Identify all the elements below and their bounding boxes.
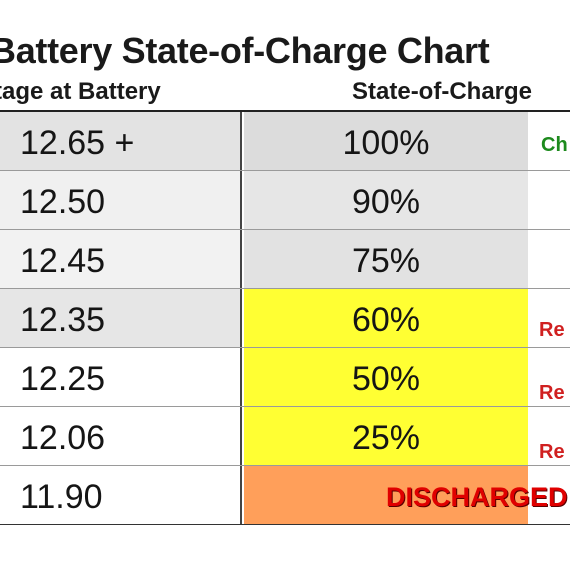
table-row: 12.35 60% Re — [0, 289, 570, 348]
voltage-value: 12.65 + — [20, 124, 135, 162]
voltage-value: 12.25 — [20, 360, 106, 398]
voltage-cell: 12.45 — [0, 230, 242, 288]
voltage-cell: 12.06 — [0, 407, 242, 465]
table-row: 12.06 25% Re — [0, 407, 570, 466]
voltage-cell: 12.35 — [0, 289, 242, 347]
voltage-value: 12.06 — [20, 419, 106, 457]
voltage-cell: 12.25 — [0, 348, 242, 406]
table-row: 11.90 DISCHARGED — [0, 466, 570, 524]
soc-value: 25% — [351, 419, 421, 457]
soc-cell: 50% — [244, 348, 528, 406]
voltage-value: 12.50 — [20, 183, 106, 221]
soc-cell: 25% — [244, 407, 528, 465]
row-note: Ch — [541, 134, 568, 156]
voltage-cell: 12.65 + — [0, 112, 242, 170]
soc-cell: 75% — [244, 230, 528, 288]
soc-value: 50% — [351, 360, 421, 398]
row-note: Re — [539, 441, 565, 463]
soc-value: 75% — [351, 242, 421, 280]
soc-value: 100% — [342, 124, 430, 162]
soc-cell: 90% — [244, 171, 528, 229]
soc-table: 12.65 +100% Ch 12.50 90% 12.45 75% 12.35 60% Re 1… — [0, 110, 570, 525]
soc-cell: DISCHARGED — [244, 466, 568, 524]
voltage-cell: 11.90 — [0, 466, 242, 524]
table-row: 12.25 50% Re — [0, 348, 570, 407]
soc-value: 60% — [351, 301, 421, 339]
soc-cell: 100% — [244, 112, 528, 170]
row-note: Re — [539, 319, 565, 341]
soc-cell: 60% — [244, 289, 528, 347]
voltage-value: 12.35 — [20, 301, 106, 339]
voltage-cell: 12.50 — [0, 171, 242, 229]
table-row: 12.45 75% — [0, 230, 570, 289]
table-row: 12.50 90% — [0, 171, 570, 230]
voltage-value: 11.90 — [20, 478, 103, 516]
column-header-voltage: tage at Battery — [0, 78, 161, 105]
soc-value: 90% — [351, 183, 421, 221]
row-note: Re — [539, 382, 565, 404]
discharged-label: DISCHARGED — [386, 482, 568, 512]
table-row: 12.65 + 100% Ch — [0, 112, 570, 171]
voltage-value: 12.45 — [20, 242, 106, 280]
chart-title: Battery State-of-Charge Chart — [0, 30, 490, 71]
column-header-soc: State-of-Charge — [352, 78, 533, 105]
